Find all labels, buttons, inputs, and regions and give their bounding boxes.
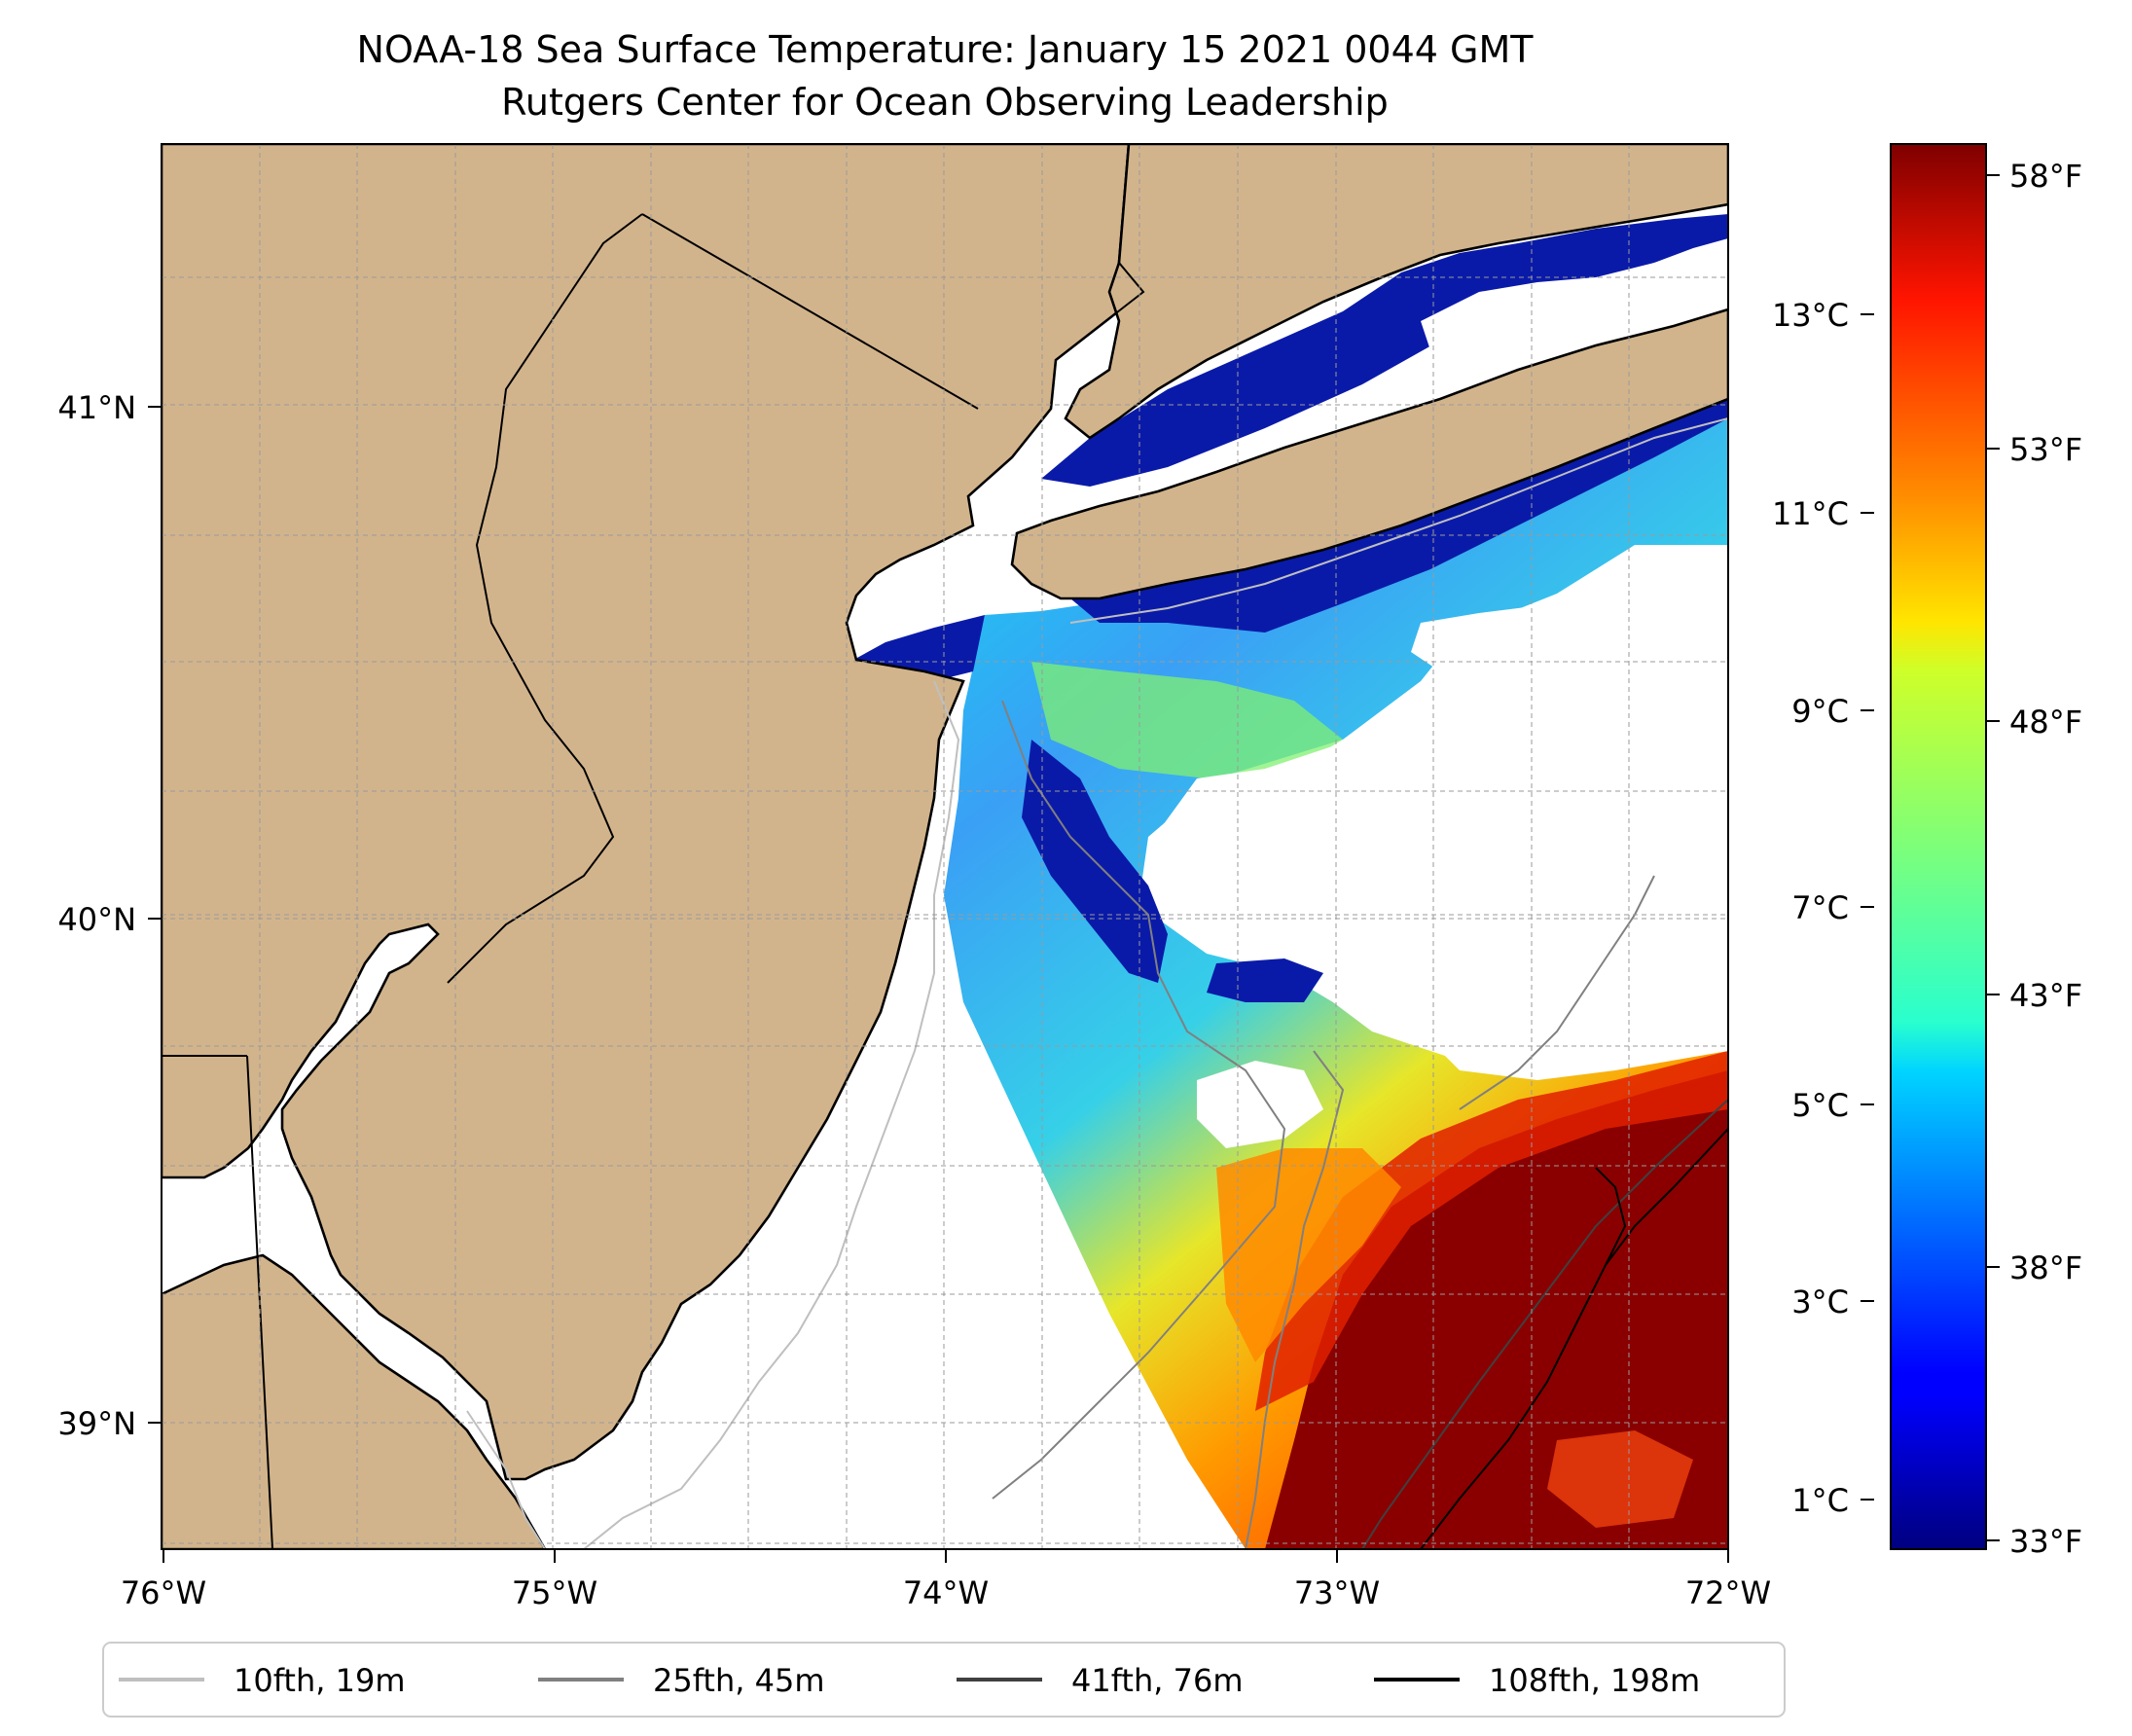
- isobath-108fth-b: [1595, 1167, 1627, 1266]
- lat-label-39n: 39°N: [57, 1405, 136, 1442]
- cbar-c-1: 1°C: [1791, 1482, 1849, 1519]
- isobath-10fth-b: [466, 1410, 546, 1549]
- sst-green-patch: [1031, 662, 1343, 778]
- legend-label-108fth: 108fth, 198m: [1489, 1662, 1700, 1699]
- cbar-c-7: 7°C: [1791, 889, 1849, 926]
- lon-label-76w: 76°W: [121, 1574, 206, 1611]
- sound-cloud-gap: [1421, 255, 1693, 350]
- isobath-10fth-li: [1069, 417, 1728, 624]
- cbar-f-43: 43°F: [2009, 977, 2082, 1014]
- cbar-c-11: 11°C: [1772, 495, 1849, 532]
- sst-swath: [847, 214, 1728, 1549]
- isobaths: [466, 417, 1728, 1549]
- cbar-c-13: 13°C: [1772, 297, 1849, 334]
- lon-label-75w: 75°W: [512, 1574, 597, 1611]
- legend-label-25fth: 25fth, 45m: [653, 1662, 824, 1699]
- border-ny-ct: [1055, 144, 1145, 361]
- lat-label-41n: 41°N: [57, 389, 136, 426]
- cbar-c-3: 3°C: [1791, 1284, 1849, 1320]
- border-nj-pa: [447, 213, 643, 984]
- lon-label-74w: 74°W: [903, 1574, 989, 1611]
- lat-label-40n: 40°N: [57, 901, 136, 938]
- sst-orange-band: [1216, 1148, 1401, 1362]
- isobath-25fth: [992, 700, 1286, 1500]
- sst-cold-patch: [1207, 958, 1323, 1002]
- sst-red-eddy: [1547, 1430, 1693, 1528]
- isobath-41fth: [1361, 1099, 1728, 1549]
- title-line2: Rutgers Center for Ocean Observing Leade…: [501, 81, 1389, 124]
- legend-label-41fth: 41fth, 76m: [1071, 1662, 1243, 1699]
- cbar-f-48: 48°F: [2009, 704, 2082, 741]
- land-long-island: [1010, 307, 1728, 600]
- cloud-gap-2: [1411, 545, 1728, 681]
- cbar-f-58: 58°F: [2009, 158, 2082, 195]
- land-mainland-nj: [162, 144, 1145, 1481]
- isobath-108fth: [1420, 1128, 1728, 1549]
- cbar-f-33: 33°F: [2009, 1523, 2082, 1560]
- land-connecticut: [1064, 144, 1728, 440]
- land: [162, 144, 1728, 1549]
- cbar-f-53: 53°F: [2009, 431, 2082, 468]
- legend: 10fth, 19m 25fth, 45m 41fth, 76m 108fth,…: [102, 1642, 1786, 1718]
- map-area: [162, 144, 1728, 1549]
- gridlines: [162, 144, 1728, 1549]
- legend-label-10fth: 10fth, 19m: [234, 1662, 405, 1699]
- cbar-c-9: 9°C: [1791, 693, 1849, 730]
- legend-box: [102, 1642, 1786, 1718]
- isobath-25fth-c: [1459, 875, 1655, 1110]
- cloud-gap-1: [1158, 662, 1728, 1080]
- sst-warm-core: [1265, 1070, 1728, 1549]
- colorbar-f-ticks: [1986, 174, 2000, 1541]
- colorbar: [1890, 143, 1987, 1550]
- colorbar-c-ticks: [1861, 313, 1874, 1501]
- swath-edge-nodata: [905, 973, 1246, 1549]
- lon-label-73w: 73°W: [1294, 1574, 1380, 1611]
- lat-ticks: [148, 406, 162, 1424]
- isobath-25fth-b: [1245, 1050, 1345, 1549]
- cloud-gap-3: [1197, 1061, 1323, 1148]
- lon-label-72w: 72°W: [1685, 1574, 1771, 1611]
- lon-ticks: [163, 1549, 1729, 1563]
- border-ny-nj: [641, 213, 979, 410]
- isobath-10fth: [583, 680, 960, 1549]
- title-line1: NOAA-18 Sea Surface Temperature: January…: [357, 28, 1535, 71]
- cbar-f-38: 38°F: [2009, 1249, 2082, 1286]
- cbar-c-5: 5°C: [1791, 1087, 1849, 1124]
